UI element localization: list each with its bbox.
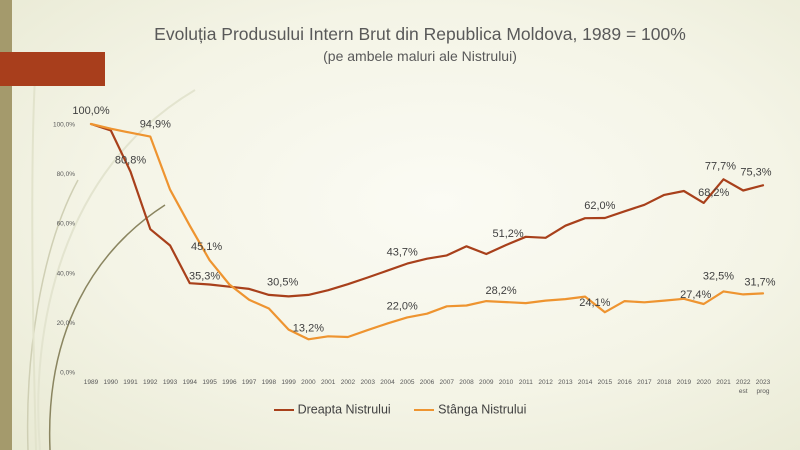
data-label-dreapta: 43,7% [387, 247, 418, 259]
x-tick-label: 2010 [499, 379, 514, 386]
legend: Dreapta Nistrului Stânga Nistrului [0, 402, 800, 417]
x-tick-label: 2016 [617, 379, 632, 386]
x-tick-label: 2017 [637, 379, 652, 386]
data-label-stanga: 32,5% [703, 270, 734, 282]
data-label-dreapta: 77,7% [705, 160, 736, 172]
x-tick-label: 1992 [143, 379, 158, 386]
y-tick-label: 20,0% [57, 320, 76, 327]
data-label-dreapta: 62,0% [584, 200, 615, 212]
x-tick-label: 2023 [756, 379, 771, 386]
x-tick-label: 2008 [459, 379, 474, 386]
x-tick-label: 1989 [84, 379, 99, 386]
decor-curve-mid [26, 179, 79, 450]
legend-item-stanga: Stânga Nistrului [414, 402, 526, 417]
data-label-stanga: 28,2% [485, 285, 516, 297]
y-tick-label: 0,0% [60, 370, 75, 377]
x-tick-label: 2012 [538, 379, 553, 386]
data-label-dreapta: 35,3% [189, 270, 220, 282]
data-label-stanga: 94,9% [140, 119, 171, 131]
x-tick-label: 2003 [360, 379, 375, 386]
data-label-stanga: 13,2% [293, 322, 324, 334]
legend-item-dreapta: Dreapta Nistrului [273, 402, 391, 417]
x-tick-label: 2000 [301, 379, 316, 386]
chart-subtitle: (pe ambele maluri ale Nistrului) [323, 48, 517, 64]
data-label-stanga: 24,1% [579, 297, 610, 309]
x-tick-label: 2018 [657, 379, 672, 386]
x-tick-label: 2015 [598, 379, 613, 386]
x-tick-sublabel: est [739, 388, 748, 395]
accent-block [0, 52, 105, 86]
data-label-dreapta: 80,8% [115, 155, 146, 167]
x-tick-label: 2013 [558, 379, 573, 386]
data-label-stanga: 27,4% [680, 289, 711, 301]
data-label-dreapta: 75,3% [740, 166, 771, 178]
y-tick-label: 40,0% [57, 270, 76, 277]
legend-label-stanga: Stânga Nistrului [438, 402, 527, 417]
chart-title: Evoluția Produsului Intern Brut din Repu… [154, 24, 686, 44]
legend-swatch-stanga [414, 408, 435, 411]
legend-swatch-dreapta [273, 408, 294, 411]
data-label-dreapta: 68,2% [698, 187, 729, 199]
x-tick-label: 1994 [183, 379, 198, 386]
sidebar-strip [0, 0, 12, 450]
y-tick-label: 80,0% [57, 171, 76, 178]
x-tick-label: 1991 [123, 379, 138, 386]
x-tick-label: 2021 [716, 379, 731, 386]
x-tick-label: 1999 [281, 379, 296, 386]
data-label-dreapta: 51,2% [492, 228, 523, 240]
y-tick-label: 60,0% [57, 221, 76, 228]
x-tick-label: 2020 [696, 379, 711, 386]
x-tick-label: 2001 [321, 379, 336, 386]
data-label-dreapta: 30,5% [267, 276, 298, 288]
decor-curve-light [37, 89, 196, 450]
x-tick-label: 1996 [222, 379, 237, 386]
decor-curve-vertical [31, 59, 37, 450]
x-tick-label: 1998 [262, 379, 277, 386]
data-label-stanga: 31,7% [744, 276, 775, 288]
x-tick-label: 2007 [440, 379, 455, 386]
data-label-stanga: 45,1% [191, 241, 222, 253]
x-tick-label: 2009 [479, 379, 494, 386]
x-tick-label: 1990 [104, 379, 119, 386]
x-tick-sublabel: prog [756, 388, 769, 395]
series-line-stanga [89, 122, 765, 341]
data-label-dreapta: 100,0% [72, 105, 110, 117]
x-tick-label: 2022 [736, 379, 751, 386]
x-tick-label: 1995 [202, 379, 217, 386]
x-tick-label: 1997 [242, 379, 257, 386]
x-tick-label: 2006 [420, 379, 435, 386]
x-tick-label: 1993 [163, 379, 178, 386]
x-tick-label: 2005 [400, 379, 415, 386]
data-label-stanga: 22,0% [387, 300, 418, 312]
x-tick-label: 2011 [519, 379, 533, 386]
x-tick-label: 2002 [341, 379, 356, 386]
series-line-dreapta [89, 122, 765, 298]
x-tick-label: 2014 [578, 379, 593, 386]
decor-curve-dark [48, 204, 166, 450]
x-tick-label: 2019 [677, 379, 692, 386]
legend-label-dreapta: Dreapta Nistrului [297, 402, 391, 417]
x-tick-label: 2004 [380, 379, 395, 386]
y-tick-label: 100,0% [53, 122, 75, 129]
